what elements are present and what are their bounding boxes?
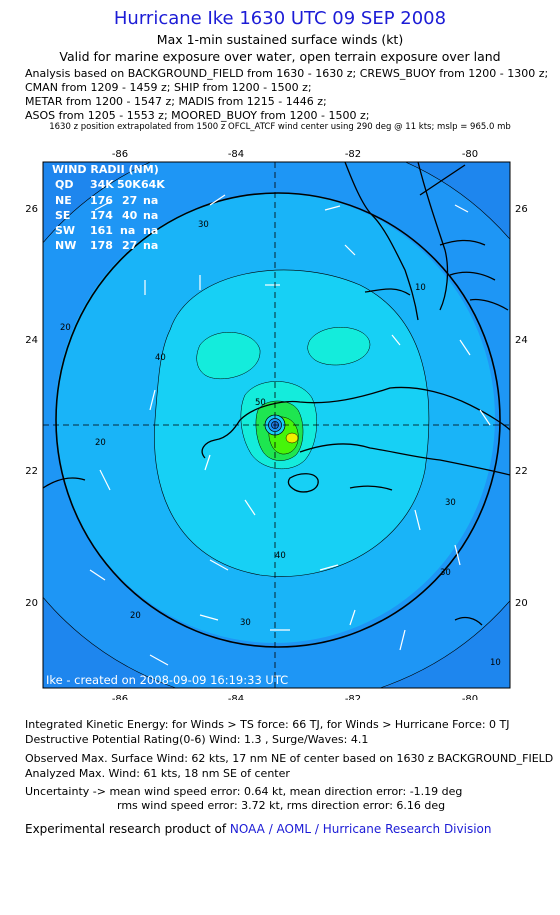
contour-label: 30	[240, 618, 251, 628]
contour-label: 30	[440, 568, 451, 578]
lon-tick-bottom: -82	[345, 694, 361, 700]
credit-prefix: Experimental research product of	[25, 822, 230, 836]
wind-arrow	[244, 499, 256, 516]
credit-line: Experimental research product of NOAA / …	[25, 822, 491, 836]
lon-tick-bottom: -86	[112, 694, 128, 700]
analysis-line: Analysis based on BACKGROUND_FIELD from …	[25, 67, 549, 80]
contour-label: 30	[445, 498, 456, 508]
lon-tick-bottom: -84	[228, 694, 244, 700]
header-cell: QD	[55, 178, 73, 191]
created-label: Ike - created on 2008-09-09 16:19:33 UTC	[46, 673, 288, 687]
contour-label: 40	[275, 551, 286, 561]
yucatan-coast	[43, 477, 86, 489]
bahamas-islands	[439, 239, 509, 311]
wind-radii-table: WIND RADII (NM) QD 34K 50K 64K NE 176 27…	[52, 163, 165, 252]
position-note: 1630 z position extrapolated from 1500 z…	[49, 122, 511, 132]
wind-arrow	[209, 194, 226, 206]
analysis-line: METAR from 1200 - 1547 z; MADIS from 121…	[25, 95, 327, 108]
contour-label: 10	[490, 658, 501, 668]
hrd-link[interactable]: NOAA / AOML / Hurricane Research Divisio…	[229, 822, 492, 836]
wind-arrow	[399, 629, 406, 651]
wind-arrow	[209, 559, 229, 571]
lat-tick-left: 20	[25, 598, 38, 609]
contour-label: 20	[130, 611, 141, 621]
analysis-line: CMAN from 1209 - 1459 z; SHIP from 1200 …	[25, 81, 312, 94]
band-max	[285, 432, 299, 444]
wind-vectors	[89, 194, 491, 666]
header-cell: 50K	[117, 178, 141, 191]
contour-label: 50	[255, 398, 266, 408]
wind-arrow	[349, 609, 356, 626]
wind-arrow	[454, 204, 469, 213]
lat-tick-left: 26	[25, 204, 38, 215]
wind-radii-row: NW 178 27 na	[55, 239, 158, 252]
florida-east-coast	[417, 162, 449, 311]
lat-tick-right: 22	[515, 466, 528, 477]
florida-west-coast	[344, 162, 419, 321]
wind-arrow	[149, 654, 169, 666]
map-title: Hurricane Ike 1630 UTC 09 SEP 2008	[113, 8, 447, 29]
ike-line: Integrated Kinetic Energy: for Winds > T…	[25, 718, 510, 731]
isle-of-youth	[287, 473, 319, 493]
wind-radii-row: NE 176 27 na	[55, 194, 158, 207]
dpr-line: Destructive Potential Rating(0-6) Wind: …	[25, 733, 369, 746]
contour-label: 40	[155, 353, 166, 363]
bahamas-west	[419, 164, 466, 196]
wind-arrow	[89, 569, 106, 581]
wind-arrow	[204, 454, 211, 471]
header-cell: 34K	[90, 178, 114, 191]
wind-arrow	[454, 544, 461, 566]
band-40-inner-east	[307, 327, 371, 366]
lat-tick-right: 24	[515, 335, 528, 346]
wind-arrow	[319, 564, 339, 571]
cuba-south-coast	[299, 443, 510, 476]
wind-field: 30 40 50 20 10 40 30 20 30 20 30 10 WIND…	[43, 162, 510, 688]
analyzed-max-line: Analyzed Max. Wind: 61 kts, 18 nm SE of …	[25, 767, 290, 780]
wind-map: 30 40 50 20 10 40 30 20 30 20 30 10 WIND…	[25, 149, 527, 700]
uncertainty-rms-line: rms wind speed error: 3.72 kt, rms direc…	[117, 799, 446, 812]
wind-arrow	[199, 614, 219, 621]
contour-label: 20	[60, 323, 71, 333]
wind-radii-header: QD 34K 50K 64K	[55, 178, 165, 191]
wind-arrow	[479, 409, 491, 426]
wind-arrow	[94, 201, 111, 211]
contour-labels: 30 40 50 20 10 40 30 20 30 20 30 10	[60, 220, 501, 668]
map-frame	[42, 161, 511, 689]
map-subtitle: Max 1-min sustained surface winds (kt)	[156, 32, 404, 47]
wind-arrow	[414, 509, 421, 531]
jamaica	[454, 616, 483, 626]
wind-arrow	[149, 389, 156, 411]
florida-keys	[364, 288, 411, 296]
lat-tick-right: 20	[515, 598, 528, 609]
observed-max-line: Observed Max. Surface Wind: 62 kts, 17 n…	[25, 752, 554, 765]
lon-tick-top: -82	[345, 149, 361, 160]
wind-radii-title: WIND RADII (NM)	[52, 163, 159, 176]
gale-contour	[55, 192, 501, 648]
wind-arrow	[99, 469, 111, 491]
lon-tick-top: -84	[228, 149, 244, 160]
band-40-inner-west	[196, 332, 261, 379]
lon-tick-bottom: -80	[462, 694, 478, 700]
wind-arrow	[324, 205, 341, 211]
wind-arrow	[459, 339, 471, 356]
lat-tick-left: 24	[25, 335, 38, 346]
lon-tick-top: -80	[462, 149, 478, 160]
axis-ticks: -86 -84 -82 -80 -86 -84 -82 -80 26 24 22…	[25, 149, 527, 700]
lat-tick-left: 22	[25, 466, 38, 477]
uncertainty-line: Uncertainty -> mean wind speed error: 0.…	[25, 785, 463, 798]
cayman-islands	[349, 485, 393, 491]
contour-label: 10	[415, 283, 426, 293]
analysis-line: ASOS from 1205 - 1553 z; MOORED_BUOY fro…	[25, 109, 370, 122]
lon-tick-top: -86	[112, 149, 128, 160]
wind-radii-row: SW 161 na na	[55, 224, 158, 237]
wind-arrow	[391, 334, 401, 346]
valid-line: Valid for marine exposure over water, op…	[59, 49, 501, 64]
contour-label: 20	[95, 438, 106, 448]
contour-label: 30	[198, 220, 209, 230]
lat-tick-right: 26	[515, 204, 528, 215]
wind-arrow	[344, 244, 356, 256]
cuba-west-tip	[201, 419, 241, 459]
header-cell: 64K	[141, 178, 165, 191]
wind-radii-row: SE 174 40 na	[55, 209, 158, 222]
